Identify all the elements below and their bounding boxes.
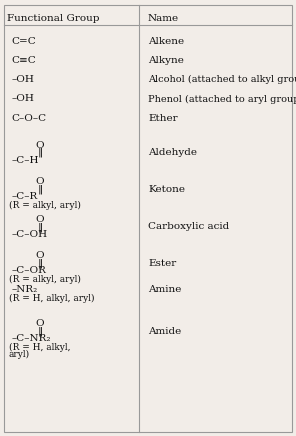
Text: (R = alkyl, aryl): (R = alkyl, aryl) — [9, 275, 81, 284]
Text: C–O–C: C–O–C — [12, 114, 47, 123]
Text: –C–NR₂: –C–NR₂ — [12, 334, 51, 344]
Text: ‖: ‖ — [38, 148, 43, 157]
Text: Amine: Amine — [148, 286, 181, 294]
Text: O: O — [36, 319, 44, 328]
Text: ‖: ‖ — [38, 184, 43, 194]
Text: Name: Name — [148, 14, 179, 23]
Text: –C–H: –C–H — [12, 156, 39, 165]
Text: Ketone: Ketone — [148, 184, 185, 194]
Text: Alcohol (attached to alkyl group): Alcohol (attached to alkyl group) — [148, 75, 296, 85]
Text: (R = alkyl, aryl): (R = alkyl, aryl) — [9, 201, 81, 210]
Text: –OH: –OH — [12, 75, 35, 84]
Text: Ether: Ether — [148, 114, 178, 123]
Text: ‖: ‖ — [38, 259, 43, 268]
Text: –NR₂: –NR₂ — [12, 286, 38, 294]
Text: Phenol (attached to aryl group): Phenol (attached to aryl group) — [148, 95, 296, 104]
Text: O: O — [36, 215, 44, 224]
Text: Ester: Ester — [148, 259, 176, 268]
Text: –C–OH: –C–OH — [12, 230, 48, 239]
Text: Functional Group: Functional Group — [7, 14, 100, 23]
Text: –C–OR: –C–OR — [12, 266, 47, 276]
Text: O: O — [36, 177, 44, 186]
Text: –C–R: –C–R — [12, 192, 38, 201]
Text: Alkene: Alkene — [148, 37, 184, 46]
Text: C≡C: C≡C — [12, 56, 37, 65]
Text: O: O — [36, 140, 44, 150]
Text: O: O — [36, 251, 44, 260]
Text: aryl): aryl) — [9, 350, 30, 359]
Text: ‖: ‖ — [38, 327, 43, 336]
Text: Aldehyde: Aldehyde — [148, 148, 197, 157]
Text: Amide: Amide — [148, 327, 181, 336]
Text: (R = H, alkyl,: (R = H, alkyl, — [9, 343, 70, 352]
Text: Carboxylic acid: Carboxylic acid — [148, 222, 229, 231]
Text: –OH: –OH — [12, 95, 35, 103]
Text: C=C: C=C — [12, 37, 37, 46]
Text: Alkyne: Alkyne — [148, 56, 184, 65]
Text: ‖: ‖ — [38, 222, 43, 232]
Text: (R = H, alkyl, aryl): (R = H, alkyl, aryl) — [9, 294, 94, 303]
